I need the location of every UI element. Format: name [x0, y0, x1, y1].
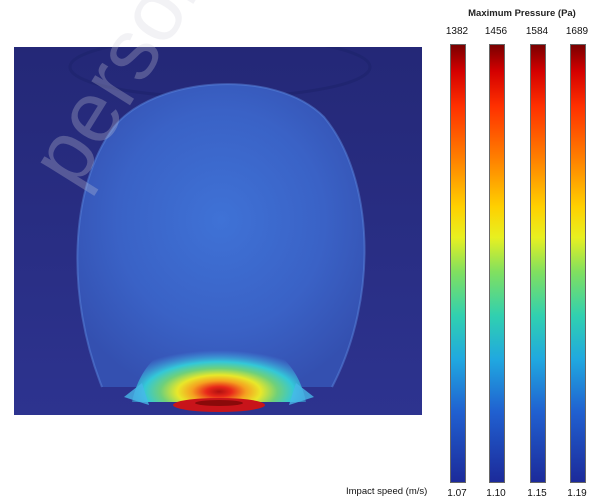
colorbar-max-label: 1382	[445, 26, 469, 37]
impact-speed-caption: Impact speed (m/s)	[346, 486, 428, 497]
colorbar	[450, 44, 466, 483]
colorbar	[530, 44, 546, 483]
colorbar-speed-label: 1.07	[447, 488, 467, 499]
colorbar-speed-label: 1.10	[486, 488, 506, 499]
colorbar-max-label: 1456	[484, 26, 508, 37]
pressure-field-plot	[14, 35, 422, 415]
colorbar-max-label: 1689	[565, 26, 589, 37]
pressure-field-svg	[14, 35, 422, 415]
colorbar	[570, 44, 586, 483]
impact-hot-zone	[132, 333, 306, 402]
right-spike	[289, 383, 314, 405]
left-spike	[124, 383, 149, 405]
colorbar-title: Maximum Pressure (Pa)	[468, 8, 576, 19]
bubble-rim	[76, 83, 366, 388]
colorbar-max-label: 1584	[525, 26, 549, 37]
max-pressure-center	[195, 400, 243, 406]
colorbar-speed-label: 1.15	[527, 488, 547, 499]
colorbar	[489, 44, 505, 483]
colorbar-speed-label: 1.19	[567, 488, 587, 499]
bubble-region	[77, 84, 365, 388]
